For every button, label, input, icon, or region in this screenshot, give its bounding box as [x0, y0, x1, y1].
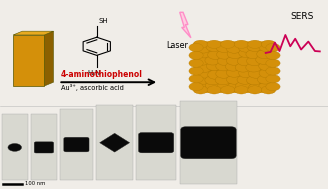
Circle shape: [205, 56, 221, 65]
Circle shape: [194, 81, 210, 91]
Circle shape: [261, 86, 276, 94]
Polygon shape: [13, 31, 53, 35]
Circle shape: [266, 67, 280, 75]
Text: Laser: Laser: [166, 41, 188, 50]
Circle shape: [234, 40, 248, 48]
FancyBboxPatch shape: [31, 114, 57, 180]
Circle shape: [226, 75, 242, 84]
FancyBboxPatch shape: [180, 101, 237, 184]
Circle shape: [189, 83, 203, 91]
Circle shape: [266, 59, 280, 67]
Circle shape: [221, 40, 235, 48]
Polygon shape: [100, 133, 130, 152]
Circle shape: [266, 75, 280, 83]
Circle shape: [239, 69, 255, 78]
Circle shape: [217, 57, 233, 66]
Circle shape: [208, 70, 223, 79]
FancyBboxPatch shape: [181, 127, 236, 159]
Circle shape: [261, 40, 276, 48]
Polygon shape: [44, 31, 53, 86]
Circle shape: [256, 50, 273, 59]
FancyBboxPatch shape: [34, 142, 53, 153]
Circle shape: [248, 86, 262, 94]
Circle shape: [226, 44, 242, 53]
Circle shape: [237, 57, 253, 66]
Circle shape: [206, 61, 222, 71]
Circle shape: [8, 143, 22, 151]
Circle shape: [237, 75, 253, 84]
FancyBboxPatch shape: [2, 114, 28, 180]
FancyBboxPatch shape: [194, 41, 276, 93]
Circle shape: [196, 64, 212, 73]
Circle shape: [259, 69, 275, 78]
FancyBboxPatch shape: [138, 132, 174, 153]
Circle shape: [259, 82, 275, 91]
Circle shape: [259, 62, 275, 71]
Text: Au³⁺, ascorbic acid: Au³⁺, ascorbic acid: [61, 84, 124, 91]
Circle shape: [266, 43, 280, 52]
Circle shape: [189, 51, 203, 60]
Circle shape: [195, 56, 211, 65]
Circle shape: [266, 51, 280, 60]
FancyBboxPatch shape: [136, 105, 176, 180]
Circle shape: [239, 49, 255, 58]
Circle shape: [195, 75, 211, 84]
Circle shape: [207, 40, 221, 48]
Circle shape: [194, 86, 208, 94]
Circle shape: [226, 56, 242, 65]
Circle shape: [247, 57, 262, 66]
Circle shape: [234, 86, 248, 94]
Circle shape: [189, 59, 203, 67]
Circle shape: [247, 42, 263, 51]
Circle shape: [246, 50, 262, 59]
Circle shape: [248, 69, 264, 78]
Circle shape: [208, 50, 223, 60]
Circle shape: [195, 44, 211, 53]
Circle shape: [238, 43, 254, 52]
Circle shape: [215, 76, 231, 85]
Polygon shape: [180, 12, 191, 38]
Circle shape: [249, 83, 264, 92]
Circle shape: [227, 82, 243, 91]
Circle shape: [197, 69, 214, 78]
Circle shape: [189, 75, 203, 83]
Circle shape: [246, 76, 262, 85]
Text: 4-aminothiophenol: 4-aminothiophenol: [61, 70, 143, 79]
Circle shape: [206, 42, 222, 52]
Circle shape: [226, 68, 242, 77]
FancyBboxPatch shape: [64, 137, 89, 152]
FancyBboxPatch shape: [60, 109, 93, 180]
Circle shape: [205, 76, 221, 85]
Circle shape: [196, 49, 212, 58]
Text: SH: SH: [99, 18, 108, 24]
Circle shape: [216, 43, 232, 52]
Circle shape: [217, 82, 233, 91]
Circle shape: [225, 62, 241, 71]
Circle shape: [216, 62, 232, 71]
Circle shape: [189, 67, 203, 75]
Circle shape: [205, 81, 221, 90]
Text: 100 nm: 100 nm: [25, 181, 45, 186]
Circle shape: [235, 63, 251, 72]
Text: H₂N: H₂N: [88, 70, 101, 76]
Circle shape: [216, 50, 233, 59]
Circle shape: [227, 50, 243, 59]
Circle shape: [216, 69, 232, 78]
Circle shape: [246, 63, 262, 72]
Circle shape: [257, 75, 273, 84]
FancyBboxPatch shape: [13, 35, 44, 86]
Circle shape: [248, 40, 262, 48]
Circle shape: [221, 86, 235, 94]
Circle shape: [259, 43, 275, 52]
Circle shape: [207, 86, 221, 94]
FancyBboxPatch shape: [96, 105, 133, 180]
Circle shape: [189, 43, 203, 52]
Circle shape: [235, 82, 251, 91]
Text: SERS: SERS: [290, 12, 314, 21]
Circle shape: [266, 83, 280, 91]
Circle shape: [194, 40, 208, 48]
Circle shape: [256, 55, 272, 64]
